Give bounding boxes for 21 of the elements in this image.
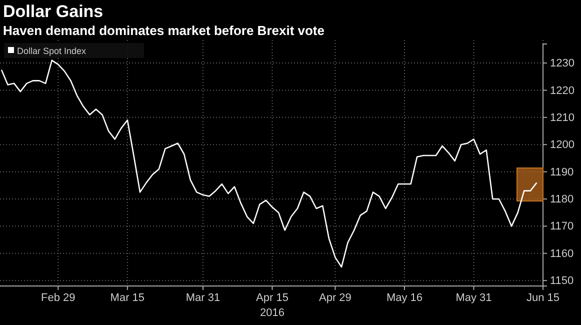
y-tick-label: 1230 [550,58,574,70]
x-tick-label: Jun 15 [526,292,560,304]
x-tick-label: Apr 29 [319,292,352,304]
legend-label: Dollar Spot Index [17,46,87,56]
x-tick-label: May 31 [456,292,492,304]
x-tick-label: May 16 [386,292,423,304]
x-tick-label: Feb 29 [41,292,76,304]
x-tick-label: Mar 15 [110,292,145,304]
y-tick-label: 1190 [550,166,574,178]
y-tick-label: 1210 [550,112,574,124]
y-tick-label: 1150 [550,275,574,288]
y-tick-label: 1220 [550,84,574,97]
y-tick-label: 1200 [550,139,574,152]
y-tick-label: 1160 [550,248,574,260]
chart-title: Dollar Gains [3,2,104,21]
x-tick-label: Apr 15 [256,292,288,304]
y-tick-label: 1180 [550,194,574,206]
chart-subtitle: Haven demand dominates market before Brexit vote [3,23,324,38]
x-tick-label: Mar 31 [186,292,220,304]
y-tick-label: 1170 [550,220,574,233]
x-axis-title: 2016 [260,307,284,319]
